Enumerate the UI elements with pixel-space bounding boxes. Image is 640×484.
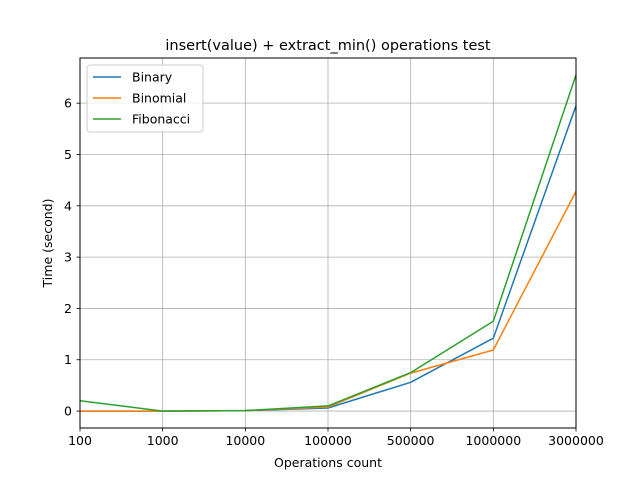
x-tick-label: 10000 (225, 433, 265, 448)
series-line-fibonacci (79, 74, 577, 412)
legend: Binary Binomial Fibonacci (86, 64, 204, 133)
series-lines (79, 74, 577, 412)
chart-title: insert(value) + extract_min() operations… (165, 38, 491, 54)
x-tick-label: 100000 (304, 433, 352, 448)
y-tick-label: 2 (64, 301, 72, 316)
x-axis-label: Operations count (274, 455, 382, 470)
y-tick-label: 5 (64, 147, 72, 162)
x-tick-label: 3000000 (548, 433, 604, 448)
x-axis-ticks: 100 1000 10000 100000 500000 1000000 3000000 (68, 428, 604, 448)
y-tick-label: 4 (64, 198, 72, 213)
y-tick-label: 1 (64, 352, 72, 367)
legend-label-binomial: Binomial (132, 91, 186, 106)
legend-box (86, 64, 204, 133)
x-tick-label: 1000000 (465, 433, 521, 448)
y-axis-ticks: 0 1 2 3 4 5 6 (64, 96, 80, 419)
x-tick-label: 1000 (147, 433, 179, 448)
y-axis-label: Time (second) (40, 199, 55, 289)
y-tick-label: 6 (64, 96, 72, 111)
legend-label-binary: Binary (132, 70, 173, 85)
y-tick-label: 3 (64, 250, 72, 265)
y-tick-label: 0 (64, 404, 72, 419)
x-tick-label: 100 (68, 433, 92, 448)
x-tick-label: 500000 (387, 433, 435, 448)
legend-label-fibonacci: Fibonacci (132, 112, 190, 127)
